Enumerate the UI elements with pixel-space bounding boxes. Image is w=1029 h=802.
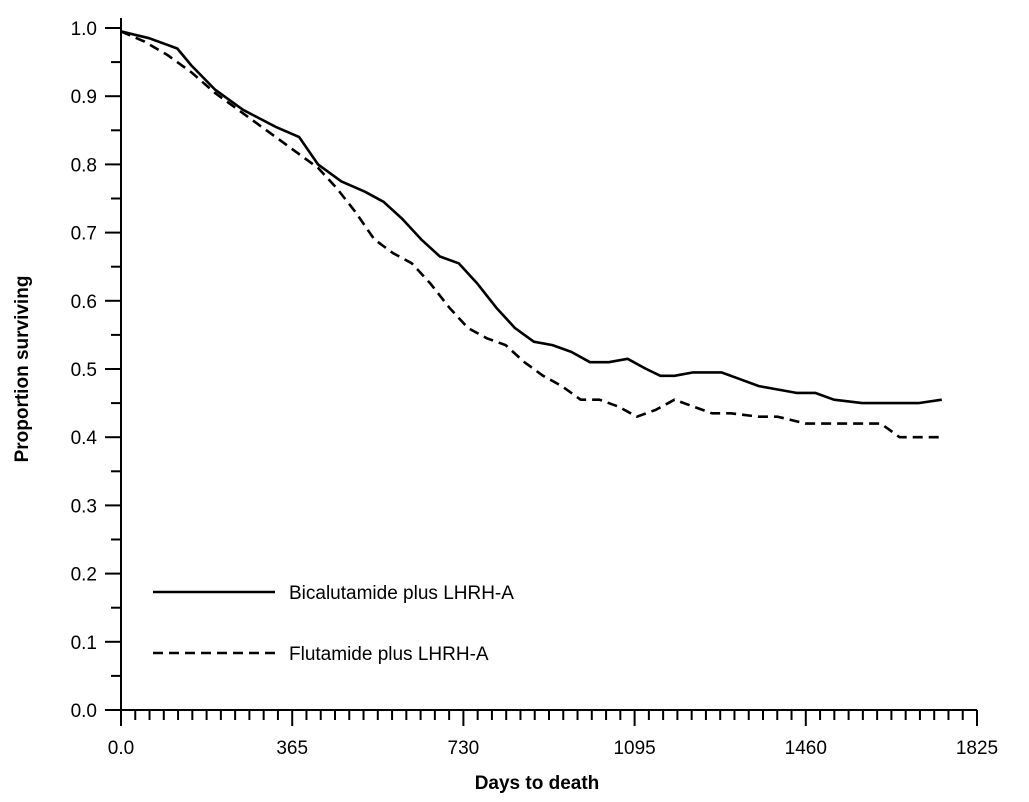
- legend: Bicalutamide plus LHRH-A Flutamide plus L…: [153, 583, 514, 665]
- x-tick-label: 1095: [613, 738, 655, 759]
- y-tick-label: 0.0: [71, 701, 97, 722]
- y-tick-label: 0.3: [71, 496, 97, 517]
- x-axis-ticks: 0.0 365 730 1095 1460 1825: [108, 710, 998, 759]
- y-tick-label: 0.9: [71, 87, 97, 108]
- legend-label: Bicalutamide plus LHRH-A: [289, 583, 514, 604]
- y-tick-label: 0.4: [71, 428, 98, 449]
- y-tick-label: 0.7: [71, 224, 97, 245]
- y-tick-label: 0.8: [71, 155, 97, 176]
- axes: 0.0 0.1 0.2 0.3 0.4 0.5 0.6 0.7 0.8 0.9 1.0 0.0 365…: [71, 18, 998, 759]
- bicalutamide-series-line: [120, 30, 942, 405]
- x-tick-label: 1460: [785, 738, 827, 759]
- x-tick-label: 0.0: [108, 738, 134, 759]
- x-tick-label: 730: [448, 738, 480, 759]
- x-axis-title: Days to death: [475, 773, 600, 794]
- y-tick-label: 1.0: [71, 19, 97, 40]
- y-axis-title: Proportion surviving: [12, 276, 33, 463]
- y-tick-label: 0.6: [71, 292, 97, 313]
- series-layer: [120, 30, 942, 439]
- flutamide-series-line: [120, 30, 942, 439]
- y-tick-label: 0.2: [71, 565, 97, 586]
- x-tick-label: 365: [276, 738, 308, 759]
- legend-label: Flutamide plus LHRH-A: [289, 644, 489, 665]
- y-tick-label: 0.1: [71, 633, 97, 654]
- y-tick-label: 0.5: [71, 360, 97, 381]
- x-tick-label: 1825: [956, 738, 998, 759]
- y-axis-ticks: 0.0 0.1 0.2 0.3 0.4 0.5 0.6 0.7 0.8 0.9 1.0: [71, 19, 121, 722]
